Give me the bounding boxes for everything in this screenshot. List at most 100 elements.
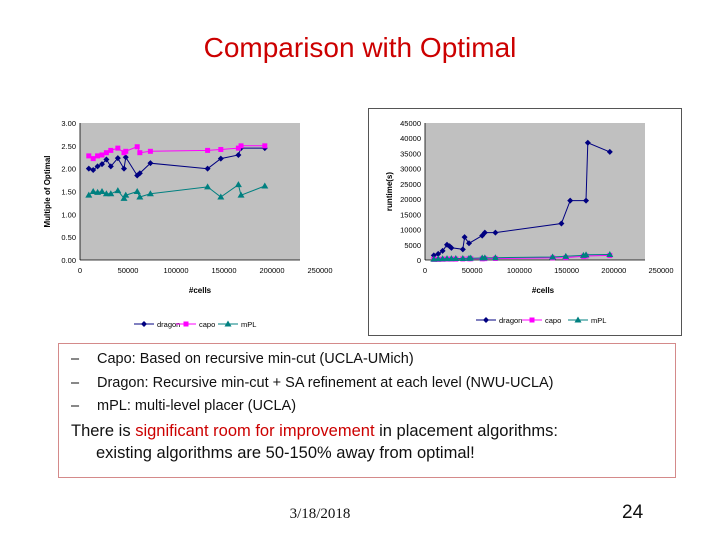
right-point-dragon [459,246,466,253]
right-y-tick-label: 35000 [400,149,421,158]
quality-chart: 0.00 0.50 1.00 1.50 2.00 2.50 3.00 0 50000 100000… [38,108,368,336]
left-x-tick-label: 100000 [163,266,188,275]
right-point-dragon [439,247,446,254]
right-x-tick-label: 150000 [554,266,579,275]
right-x-tick-label: 250000 [648,266,673,275]
right-y-tick-label: 45000 [400,119,421,128]
right-point-dragon [584,139,591,146]
left-point-mpl [261,182,269,189]
left-point-mpl [102,190,110,197]
left-point-capo [262,143,268,149]
left-point-dragon [204,165,211,172]
slide-title: Comparison with Optimal [203,32,517,63]
left-point-capo [218,146,224,152]
left-point-capo [235,145,241,151]
right-point-dragon [583,197,590,204]
left-point-capo [134,144,140,150]
left-y-tick-label: 2.50 [61,142,76,151]
right-point-mpl [549,253,557,260]
left-point-dragon [134,172,141,179]
left-series-mpl [85,181,269,201]
left-point-capo [90,156,96,162]
left-point-dragon [147,160,154,167]
left-y-tick-label: 1.50 [61,188,76,197]
left-x-tick-label: 250000 [307,266,332,275]
left-point-dragon [235,151,242,158]
left-point-mpl [114,187,122,194]
left-point-capo [123,148,129,154]
left-x-axis-label: #cells [189,286,212,295]
left-point-dragon [103,156,110,163]
left-point-mpl [107,190,115,197]
left-legend-marker-capo [183,321,189,327]
left-legend-label-capo: capo [199,320,215,329]
right-y-tick-label: 20000 [400,195,421,204]
right-x-tick-label: 0 [423,266,427,275]
left-point-dragon [114,155,121,162]
left-point-dragon [99,161,105,168]
right-y-axis-label: runtime(s) [385,172,394,211]
left-point-mpl [204,183,212,190]
right-point-dragon [479,232,486,239]
right-legend-label-mpl: mPL [591,316,606,325]
runtime-chart-svg: 0 5000 10000 15000 20000 25000 30000 35000 40000… [368,108,682,336]
runtime-chart: 0 5000 10000 15000 20000 25000 30000 35000 40000… [368,108,682,336]
bullet-mpl: – mPL: multi-level placer (UCLA) [71,398,296,414]
left-point-mpl [122,191,130,198]
left-legend-label-mpl: mPL [241,320,256,329]
left-point-mpl [133,188,141,194]
bullet-text: Dragon: Recursive min-cut + SA refinemen… [97,375,554,391]
right-point-mpl [452,254,460,261]
left-x-tick-label: 200000 [259,266,284,275]
right-x-axis-label: #cells [532,286,555,295]
page-number: 24 [622,502,644,523]
right-legend-label-capo: capo [545,316,561,325]
right-point-mpl [481,254,489,261]
right-y-tick-label: 25000 [400,180,421,189]
right-point-mpl [491,254,499,261]
right-series-mpl [430,251,614,262]
right-point-dragon [567,197,574,204]
left-point-capo [137,150,143,156]
slide-date: 3/18/2018 [289,506,351,522]
left-x-tick-label: 150000 [211,266,236,275]
right-x-tick-label: 100000 [507,266,532,275]
left-point-capo [99,152,105,158]
left-point-capo [86,153,92,159]
bullet-marker: – [71,375,80,391]
right-y-tick-label: 40000 [400,134,421,143]
left-point-capo [95,153,101,159]
right-x-tick-label: 200000 [601,266,626,275]
left-point-dragon [90,167,97,174]
left-series-capo [86,143,268,162]
left-point-mpl [89,188,97,194]
left-point-mpl [120,194,128,201]
right-point-dragon [461,234,468,241]
quality-chart-svg: 0.00 0.50 1.00 1.50 2.00 2.50 3.00 0 50000 100000… [43,119,333,329]
left-point-capo [238,143,244,149]
summary-box: – Capo: Based on recursive min-cut (UCLA-… [58,343,676,478]
bullet-capo: – Capo: Based on recursive min-cut (UCLA-… [71,351,414,367]
left-y-tick-label: 3.00 [61,119,76,128]
conclusion-statement: There is significant room for improvemen… [71,420,558,464]
right-point-mpl [467,254,475,261]
left-point-dragon [136,170,143,177]
right-point-dragon [606,148,613,155]
left-y-axis-label: Multiple of Optimal [43,156,52,228]
right-point-dragon [466,240,472,247]
right-point-mpl [562,252,570,259]
bullet-text: Capo: Based on recursive min-cut (UCLA-U… [97,351,414,367]
left-y-tick-label: 2.00 [61,165,76,174]
left-legend-label-dragon: dragon [157,320,180,329]
bullet-dragon: – Dragon: Recursive min-cut + SA refineme… [71,375,554,391]
left-y-tick-label: 1.00 [61,210,76,219]
right-y-tick-label: 0 [417,256,421,265]
right-point-dragon [446,243,453,250]
left-point-capo [108,147,114,153]
right-point-dragon [435,250,442,257]
bullet-text: mPL: multi-level placer (UCLA) [97,398,297,414]
left-point-mpl [136,193,144,200]
right-legend-label-dragon: dragon [499,316,522,325]
right-point-mpl [443,255,451,262]
statement-before: There is [71,422,136,440]
